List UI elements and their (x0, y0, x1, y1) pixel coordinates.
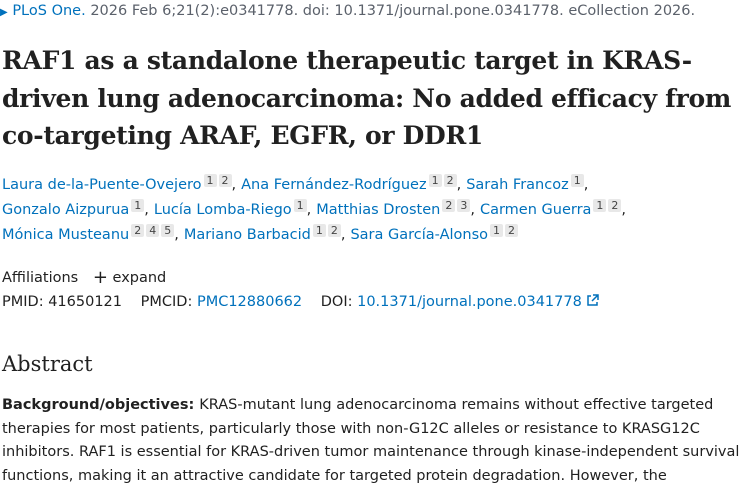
expand-arrow[interactable]: ▶ (0, 7, 8, 18)
separator: , (174, 227, 179, 243)
author-name[interactable]: Mariano Barbacid (183, 227, 311, 243)
affiliations: Affiliations + expand (2, 266, 167, 288)
journal-link[interactable]: PLoS One. (12, 3, 86, 19)
identifiers: PMID: 41650121 PMCID: PMC12880662 DOI: 1… (2, 294, 600, 310)
affiliation-ref[interactable]: 4 (146, 224, 160, 237)
separator: , (340, 227, 346, 243)
abstract-line: inhibitors. RAF1 is essential for KRAS-d… (2, 444, 739, 460)
affiliation-ref[interactable]: 1 (593, 199, 607, 212)
affiliation-ref[interactable]: 2 (442, 199, 456, 212)
affiliation-ref[interactable]: 2 (327, 224, 341, 237)
author-name[interactable]: Mónica Musteanu (2, 227, 130, 243)
pmid-label: PMID: (2, 294, 44, 310)
separator: , (306, 202, 312, 218)
author-row: Laura de-la-Puente-Ovejero 1 2, Ana Fernánd… (2, 174, 593, 193)
abstract-text: KRAS-mutant lung adenocarcinoma remains … (199, 397, 714, 413)
affiliation-ref[interactable]: 2 (608, 199, 622, 212)
author-row: Gonzalo Aizpurua 1, Lucía Lomba-Riego 1, Mat… (2, 199, 631, 218)
doi-label: DOI: (320, 294, 353, 310)
expand-toggle[interactable]: + expand (92, 267, 167, 288)
citation-details: 2026 Feb 6;21(2):e0341778. doi: 10.1371/… (90, 3, 696, 19)
affiliation-ref[interactable]: 2 (131, 224, 145, 237)
abstract-text: therapies for most patients, particularl… (2, 420, 700, 437)
affiliation-ref[interactable]: 1 (570, 174, 584, 187)
separator: , (231, 177, 237, 193)
affiliation-ref[interactable]: 2 (443, 174, 457, 187)
affiliation-ref[interactable]: 5 (161, 224, 175, 237)
author-name[interactable]: Sarah Francoz (466, 177, 569, 193)
author-name[interactable]: Sara García-Alonso (350, 227, 488, 243)
doi-link[interactable]: 10.1371/journal.pone.0341778 (357, 294, 582, 310)
separator: , (621, 202, 627, 218)
abstract-text: functions, making it an attractive candi… (2, 467, 667, 484)
affiliation-ref[interactable]: 3 (457, 199, 471, 212)
separator: , (144, 202, 149, 218)
separator: , (583, 177, 589, 193)
abstract-line: Background/objectives: KRAS-mutant lung a… (2, 397, 713, 413)
separator: , (470, 202, 475, 218)
separator: , (456, 177, 462, 193)
affiliation-ref[interactable]: 2 (505, 224, 518, 237)
author-name[interactable]: Ana Fernández-Rodríguez (241, 177, 427, 193)
author-name[interactable]: Carmen Guerra (479, 202, 592, 218)
affiliation-ref[interactable]: 1 (428, 174, 442, 187)
pmcid-link[interactable]: PMC12880662 (196, 294, 303, 310)
pmid: 41650121 (48, 294, 123, 310)
affiliation-ref[interactable]: 1 (131, 199, 145, 212)
citation: ▶ PLoS One. 2026 Feb 6;21(2):e0341778. d… (0, 3, 695, 19)
author-name[interactable]: Matthias Drosten (316, 202, 441, 218)
author-name[interactable]: Gonzalo Aizpurua (2, 202, 130, 218)
affiliation-ref[interactable]: 1 (293, 199, 307, 212)
external-link-icon[interactable] (586, 294, 600, 307)
abstract-heading: Abstract (2, 352, 93, 376)
affiliation-ref[interactable]: 1 (203, 174, 217, 187)
abstract-label: Background/objectives: (2, 397, 195, 413)
expand-label[interactable]: expand (112, 270, 167, 286)
abstract-text: inhibitors. RAF1 is essential for KRAS-d… (2, 444, 740, 460)
author-row: Mónica Musteanu 2 4 5, Mariano Barbacid 1 2, Sa… (2, 224, 518, 243)
article-title: RAF1 as a standalone therapeutic target … (2, 46, 731, 150)
affiliation-ref[interactable]: 1 (312, 224, 326, 237)
pmcid-label: PMCID: (140, 294, 193, 310)
affiliation-ref[interactable]: 1 (490, 224, 503, 237)
affiliation-ref[interactable]: 2 (218, 174, 232, 187)
abstract-line: therapies for most patients, particularl… (2, 421, 700, 437)
affiliations-label: Affiliations (2, 270, 79, 286)
author-name[interactable]: Lucía Lomba-Riego (153, 202, 292, 218)
author-name[interactable]: Laura de-la-Puente-Ovejero (2, 177, 202, 193)
abstract-line: functions, making it an attractive candi… (2, 468, 667, 484)
